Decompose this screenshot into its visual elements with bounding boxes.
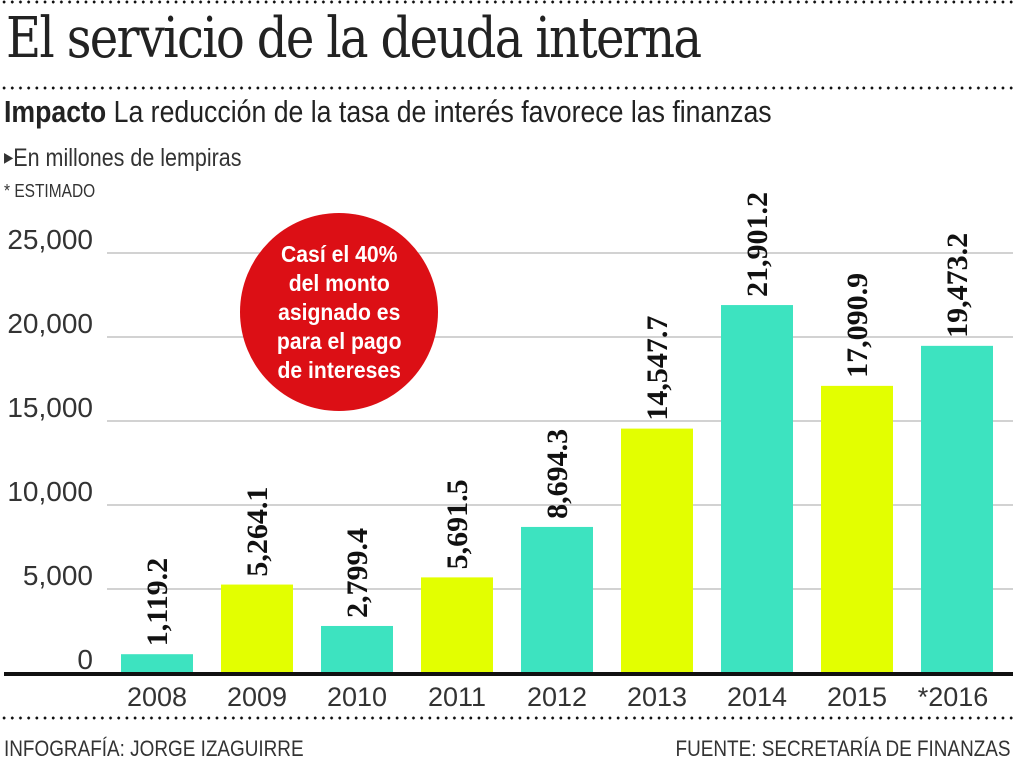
- x-tick-label: 2014: [727, 682, 787, 712]
- y-tick-label: 15,000: [7, 392, 93, 423]
- value-label: 5,691.5: [441, 479, 474, 569]
- bar: [721, 305, 793, 673]
- value-label: 21,901.2: [741, 192, 774, 297]
- chart-title: El servicio de la deuda interna: [6, 6, 702, 71]
- value-label: 2,799.4: [341, 528, 374, 618]
- y-tick-label: 5,000: [23, 560, 93, 591]
- bar: [321, 625, 393, 673]
- x-tick-label: 2009: [227, 682, 287, 712]
- value-label: 19,473.2: [941, 233, 974, 338]
- bar: [221, 584, 293, 673]
- bar: [121, 654, 193, 673]
- callout-bubble: Casí el 40% del monto asignado es para e…: [240, 213, 438, 411]
- x-tick-label: 2011: [428, 682, 486, 712]
- y-tick-label: 20,000: [7, 308, 93, 339]
- subtitle: Impacto La reducción de la tasa de inter…: [4, 94, 772, 130]
- title-dotted-rule: [0, 86, 1013, 90]
- estimate-note: * ESTIMADO: [4, 181, 96, 201]
- x-tick-label: 2012: [527, 682, 587, 712]
- y-tick-label: 10,000: [7, 476, 93, 507]
- callout-text: Casí el 40% del monto asignado es para e…: [276, 240, 402, 383]
- value-label: 8,694.3: [541, 429, 574, 519]
- y-tick-label: 0: [77, 644, 93, 675]
- x-axis-ticks: 2008 2009 2010 2011 2012 2013 2014 2015 *2016: [127, 682, 988, 712]
- bar: [921, 345, 993, 673]
- subtitle-text: La reducción de la tasa de interés favor…: [106, 94, 772, 129]
- x-tick-label: *2016: [918, 682, 989, 712]
- bar: [821, 385, 893, 673]
- x-tick-label: 2015: [827, 682, 887, 712]
- value-label: 1,119.2: [141, 558, 174, 646]
- bars: [121, 305, 993, 673]
- units-label: ▶En millones de lempiras: [4, 144, 242, 173]
- x-tick-label: 2008: [127, 682, 187, 712]
- top-dotted-rule: [0, 0, 1013, 4]
- value-label: 17,090.9: [841, 273, 874, 378]
- y-axis-ticks: 0 5,000 10,000 15,000 20,000 25,000: [7, 224, 93, 675]
- bar: [521, 526, 593, 673]
- x-tick-label: 2010: [327, 682, 387, 712]
- subtitle-bold: Impacto: [4, 94, 107, 129]
- infographic-credit: INFOGRAFÍA: JORGE IZAGUIRRE: [4, 736, 304, 761]
- bar: [421, 577, 493, 673]
- bottom-dotted-rule: [0, 716, 1013, 720]
- x-tick-label: 2013: [627, 682, 687, 712]
- y-tick-label: 25,000: [7, 224, 93, 255]
- units-text: En millones de lempiras: [13, 144, 242, 172]
- bar: [621, 428, 693, 673]
- value-label: 5,264.1: [241, 487, 274, 577]
- value-label: 14,547.7: [641, 316, 674, 421]
- triangle-right-icon: ▶: [4, 149, 14, 165]
- source-credit: FUENTE: SECRETARÍA DE FINANZAS: [675, 736, 1011, 761]
- value-labels: 1,119.2 5,264.1 2,799.4 5,691.5 8,694.3 14,54…: [141, 192, 974, 646]
